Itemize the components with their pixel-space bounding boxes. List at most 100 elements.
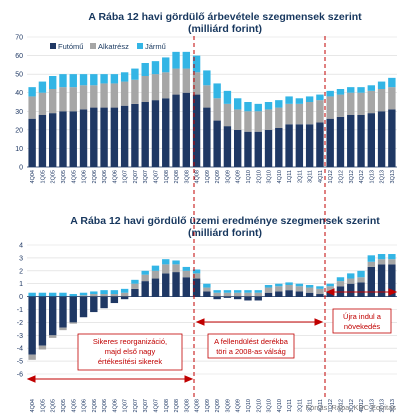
- x-tick-label: 3Q13: [390, 399, 396, 412]
- bar-jarmu: [120, 72, 129, 82]
- bar-jarmu: [172, 51, 180, 69]
- x-tick-label: 4Q11: [318, 170, 324, 183]
- y-tick-label: 4: [19, 243, 23, 250]
- arrow-crisis-head-right: [314, 318, 324, 326]
- annotation-crisis-box: [207, 333, 295, 359]
- bar-futomu: [213, 296, 221, 300]
- x-tick-label: 1Q05: [40, 399, 46, 412]
- x-tick-label: 2Q08: [174, 170, 180, 183]
- arrow-reorganization: [26, 375, 194, 383]
- bar-alkatresz: [79, 295, 88, 297]
- bar-futomu: [38, 115, 47, 167]
- y-tick-label: 0: [19, 165, 23, 172]
- bar-alkatresz: [100, 294, 108, 297]
- bar-futomu: [275, 128, 283, 167]
- annotation-crisis: A fellendülést derékba töri a 2008-as vá…: [207, 333, 295, 359]
- bar-alkatresz: [151, 270, 160, 279]
- bar-alkatresz: [213, 292, 221, 297]
- bar-alkatresz: [48, 335, 57, 338]
- bar-alkatresz: [254, 292, 262, 297]
- annotation-growth-box: [332, 308, 392, 334]
- x-tick-label: 2Q12: [338, 399, 344, 412]
- x-tick-label: 4Q07: [153, 399, 159, 412]
- bar-futomu: [305, 292, 314, 297]
- bar-alkatresz: [172, 68, 180, 95]
- bar-jarmu: [357, 87, 365, 93]
- x-tick-label: 2Q05: [51, 170, 57, 183]
- bar-futomu: [79, 109, 88, 167]
- bar-futomu: [357, 282, 365, 297]
- x-tick-label: 3Q08: [184, 170, 190, 183]
- bar-alkatresz: [59, 87, 67, 112]
- bar-jarmu: [336, 277, 345, 282]
- bar-alkatresz: [233, 109, 242, 130]
- bar-alkatresz: [357, 277, 365, 283]
- x-tick-label: 3Q08: [184, 399, 190, 412]
- bar-jarmu: [388, 254, 396, 260]
- x-tick-label: 4Q09: [236, 170, 242, 183]
- bar-jarmu: [182, 51, 191, 69]
- bar-alkatresz: [151, 74, 160, 101]
- x-tick-label: 1Q10: [246, 399, 252, 412]
- bar-alkatresz: [254, 111, 262, 132]
- bar-alkatresz: [141, 76, 149, 102]
- bar-jarmu: [192, 269, 201, 274]
- arrow-crisis-head-left: [195, 318, 205, 326]
- x-tick-label: 4Q06: [112, 170, 118, 183]
- bar-alkatresz: [305, 287, 314, 293]
- bar-jarmu: [285, 282, 293, 285]
- y-tick-label: -3: [17, 333, 23, 340]
- x-tick-label: 2Q07: [133, 399, 139, 412]
- bar-jarmu: [69, 294, 77, 297]
- y-tick-label: 40: [15, 90, 23, 97]
- y-tick-label: -6: [17, 372, 23, 379]
- x-tick-label: 1Q11: [287, 170, 293, 183]
- y-tick-label: 3: [19, 255, 23, 262]
- bar-alkatresz: [244, 292, 252, 297]
- x-tick-label: 2Q09: [215, 170, 221, 183]
- bar-jarmu: [367, 255, 376, 262]
- chart2-subtitle: (milliárd forint): [188, 227, 262, 239]
- bar-futomu: [223, 126, 232, 167]
- bar-jarmu: [316, 286, 324, 289]
- y-tick-label: -1: [17, 307, 23, 314]
- bar-jarmu: [151, 61, 160, 75]
- arrow-crisis: [195, 318, 324, 326]
- x-tick-label: 2Q06: [92, 170, 98, 183]
- bar-alkatresz: [264, 287, 273, 293]
- x-tick-label: 3Q12: [349, 399, 355, 412]
- bar-futomu: [162, 98, 170, 167]
- bar-alkatresz: [233, 292, 242, 297]
- revenue-chart: 0 10 20 30 40 50 60 70 4Q04 1Q05 2Q05 3Q05 4Q05 1Q06 2…: [15, 35, 397, 183]
- annotation-growth: Újra indul a növekedés: [332, 308, 392, 334]
- bar-futomu: [69, 296, 77, 323]
- bar-futomu: [182, 92, 191, 167]
- y-tick-label: -4: [17, 346, 23, 353]
- bar-jarmu: [223, 290, 232, 293]
- bar-futomu: [367, 266, 376, 297]
- x-tick-label: 4Q10: [277, 170, 283, 183]
- x-tick-label: 2Q05: [51, 399, 57, 412]
- bar-jarmu: [244, 290, 252, 293]
- annotation-crisis-line1: A fellendülést derékba: [214, 337, 289, 346]
- bar-jarmu: [162, 57, 170, 73]
- bar-alkatresz: [275, 107, 283, 128]
- bar-jarmu: [264, 102, 273, 110]
- bar-jarmu: [110, 290, 119, 295]
- legend-alkatresz-swatch: [90, 43, 96, 49]
- bar-alkatresz: [131, 283, 139, 289]
- bar-jarmu: [388, 77, 396, 88]
- bar-alkatresz: [90, 294, 98, 297]
- bar-futomu: [244, 296, 252, 301]
- bar-futomu: [151, 100, 160, 167]
- bar-futomu: [316, 294, 324, 297]
- x-tick-label: 3Q07: [143, 399, 149, 412]
- bar-futomu: [377, 111, 386, 167]
- bar-futomu: [48, 113, 57, 167]
- x-tick-label: 3Q13: [390, 170, 396, 183]
- bar-jarmu: [192, 55, 201, 73]
- annotation-growth-line1: Újra indul a: [343, 312, 382, 321]
- bar-alkatresz: [203, 287, 211, 292]
- x-tick-label: 1Q08: [164, 170, 170, 183]
